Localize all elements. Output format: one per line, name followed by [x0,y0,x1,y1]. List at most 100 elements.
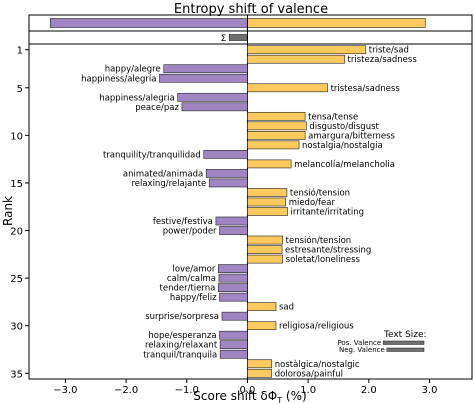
x-tick-label-5: 2.0 [361,385,377,396]
bar-rank-25 [218,273,248,283]
bar-label-rank-14: animated/animada [123,169,203,179]
x-axis-label-unit: (%) [282,389,307,403]
labels-layer: triste/sadtristeza/sadnesshappy/alegreha… [81,46,417,380]
negative-total-bar [49,18,248,28]
bar-rank-14 [205,169,248,178]
bar-label-rank-12: tranquility/tranquilidad [103,150,201,160]
chart-title: Entropy shift of valence [174,2,328,17]
bar-rank-28 [247,302,277,312]
bar-rank-13 [247,159,292,169]
y-axis-label: Rank [1,196,15,226]
bar-rank-24 [218,264,248,273]
x-tick-label-4: 1.0 [300,385,316,396]
bar-rank-15 [208,178,248,188]
bar-label-rank-11: nostalgia/nostalgia [302,141,383,151]
bar-label-rank-21: tensión/tension [286,235,352,246]
x-tick-label-1: −2.0 [114,385,138,396]
bar-label-rank-5: tristesa/sadness [331,84,401,94]
bar-label-rank-13: melancolía/melancholia [294,160,395,170]
bar-label-rank-18: irritante/irritating [291,208,365,218]
y-tick-label-20: 20 [10,227,23,238]
bar-rank-10 [247,131,306,140]
sum-bar [228,34,248,41]
bar-rank-8 [247,111,306,121]
bar-rank-31 [219,330,248,340]
bar-rank-12 [203,150,248,159]
bar-label-rank-35: dolorosa/painful [275,369,343,379]
bar-label-rank-9: disgusto/disgust [309,122,379,132]
x-ticks-layer: −3.0 −2.0 −1.0 0.0 1.0 2.0 3.0 [53,379,437,396]
bar-label-rank-4: happiness/alegría [81,74,156,84]
y-tick-label-30: 30 [10,322,23,333]
legend-label-0: Pos. Valence [337,339,381,347]
bar-label-rank-6: happiness/alegria [99,93,174,103]
bar-rank-11 [247,140,300,150]
bar-label-rank-24: love/amor [172,265,215,275]
legend-swatch-1 [386,347,425,352]
bar-label-rank-10: amargura/bitterness [308,131,395,141]
bar-label-rank-19: festive/festiva [153,217,213,227]
bar-rank-7 [181,102,248,112]
positive-total-bar [247,18,426,28]
bar-label-rank-2: tristeza/sadness [348,55,418,65]
bar-rank-4 [159,73,248,83]
bar-label-rank-30: religiosa/religious [279,322,354,332]
x-tick-label-3: 0.0 [240,385,256,396]
bar-label-rank-29: surprise/sorpresa [145,312,219,322]
x-tick-label-0: −3.0 [53,385,77,396]
bar-rank-27 [219,292,248,302]
bar-label-rank-15: relaxing/relajante [131,179,206,189]
bar-label-rank-1: triste/sad [369,46,409,56]
y-tick-label-10: 10 [10,131,23,142]
x-axis-label-main: Score shift δΦ [193,389,277,403]
y-tick-label-1: 1 [17,46,23,57]
x-axis-label-sub: T [276,396,282,403]
bar-rank-5 [247,83,328,93]
y-tick-label-35: 35 [10,369,23,380]
bar-rank-21 [247,235,283,245]
totals-layer [49,18,426,28]
bar-label-rank-20: power/poder [163,227,217,237]
bar-rank-17 [247,197,286,207]
y-tick-label-5: 5 [17,84,23,95]
legend-swatch-0 [382,340,425,345]
legend-label-1: Neg. Valence [339,346,385,354]
bar-rank-34 [247,359,273,369]
bar-label-rank-25: calm/calma [167,274,216,284]
sum-label: Σ [221,34,227,44]
bar-rank-19 [215,216,248,226]
bar-label-rank-33: tranquil/tranquila [143,350,217,360]
bar-rank-1 [247,45,367,55]
bar-label-rank-28: sad [279,303,294,313]
y-tick-label-25: 25 [10,274,23,285]
bar-label-rank-26: tender/tierna [160,284,216,294]
x-tick-label-2: −1.0 [175,385,199,396]
bar-rank-18 [247,207,288,216]
bar-label-rank-23: soletat/loneliness [286,255,361,265]
bar-label-rank-3: happy/alegre [105,65,161,75]
bar-rank-35 [247,368,273,378]
main-panel-frame [28,43,473,380]
bars-layer [159,45,367,378]
bar-rank-23 [247,254,283,264]
bar-label-rank-16: tensió/tension [290,187,350,198]
bar-rank-29 [221,311,248,321]
sum-panel-frame [28,30,473,45]
bar-rank-22 [247,245,283,254]
bar-rank-6 [177,92,248,102]
bar-rank-20 [219,226,248,235]
bar-rank-9 [247,121,307,131]
legend-title: Text Size: [383,330,427,340]
bar-label-rank-27: happy/feliz [170,293,217,303]
bar-label-rank-31: hope/esperanza [148,331,216,341]
bar-rank-33 [219,349,248,359]
bar-label-rank-7: peace/paz [135,103,179,113]
bar-rank-2 [247,54,345,64]
y-tick-label-15: 15 [10,179,23,190]
x-axis-label: Score shift δΦT (%) [193,389,306,403]
bar-rank-26 [218,283,248,292]
